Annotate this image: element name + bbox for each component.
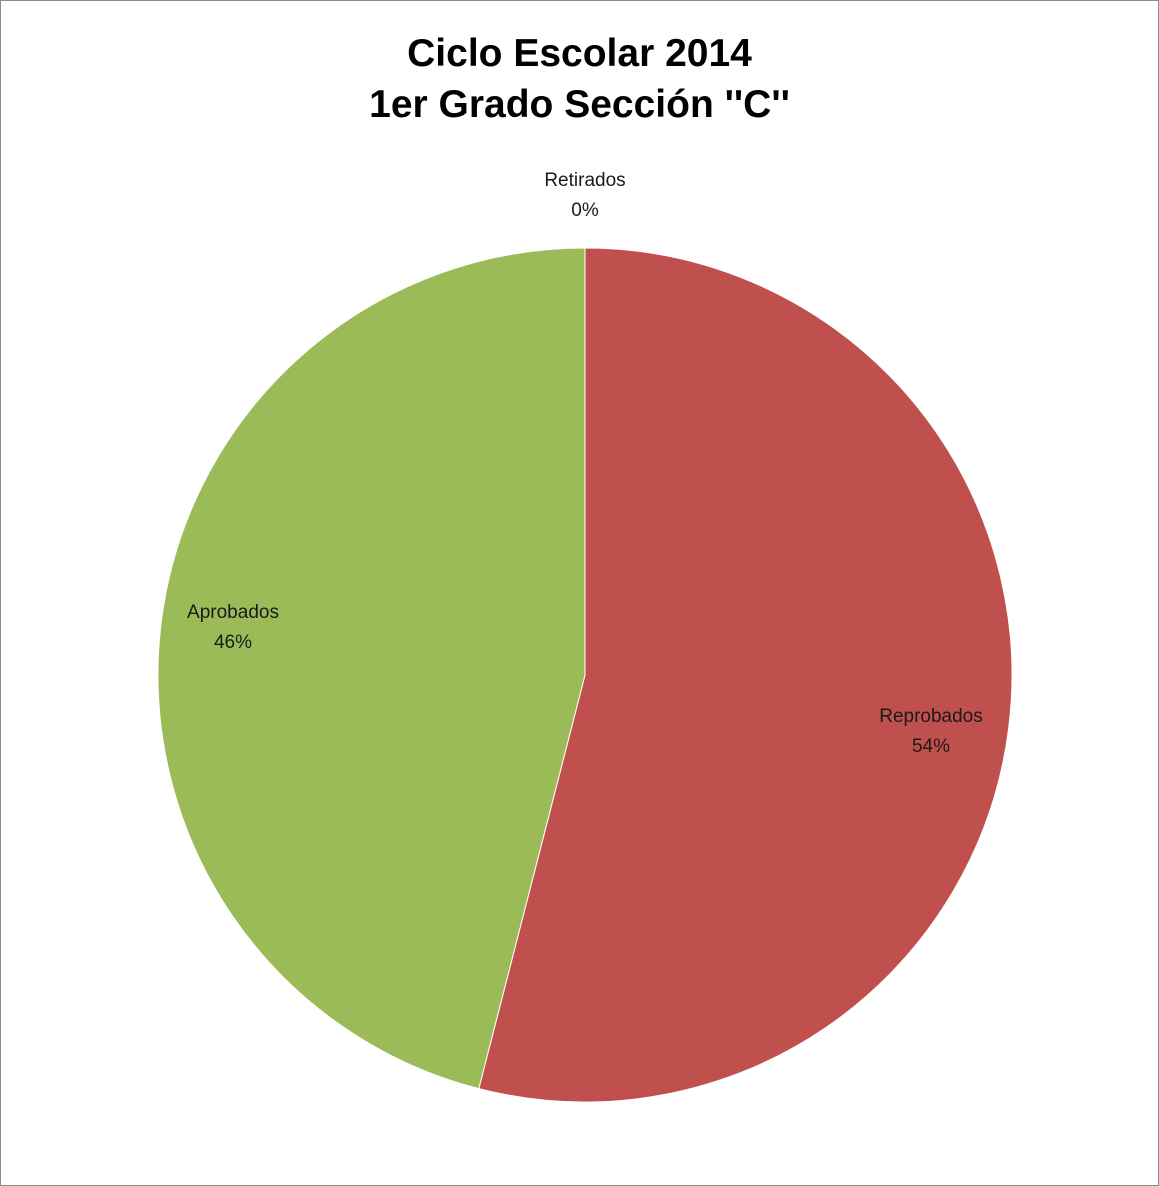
chart-title-line-1: Ciclo Escolar 2014 — [407, 32, 752, 75]
pie-slice-aprobados — [157, 247, 586, 1090]
data-label-retirados-percent: 0% — [571, 200, 599, 221]
chart-title-line-2: 1er Grado Sección ''C'' — [369, 83, 790, 126]
data-label-aprobados-category: Aprobados — [187, 602, 279, 623]
data-label-retirados-category: Retirados — [544, 170, 625, 191]
pie-slice-reprobados — [478, 247, 1013, 1103]
data-label-reprobados-percent: 54% — [912, 736, 950, 757]
data-label-reprobados-category: Reprobados — [879, 706, 983, 727]
data-label-aprobados-percent: 46% — [214, 632, 252, 653]
chart-title: Ciclo Escolar 2014 1er Grado Sección ''C… — [0, 28, 1159, 130]
